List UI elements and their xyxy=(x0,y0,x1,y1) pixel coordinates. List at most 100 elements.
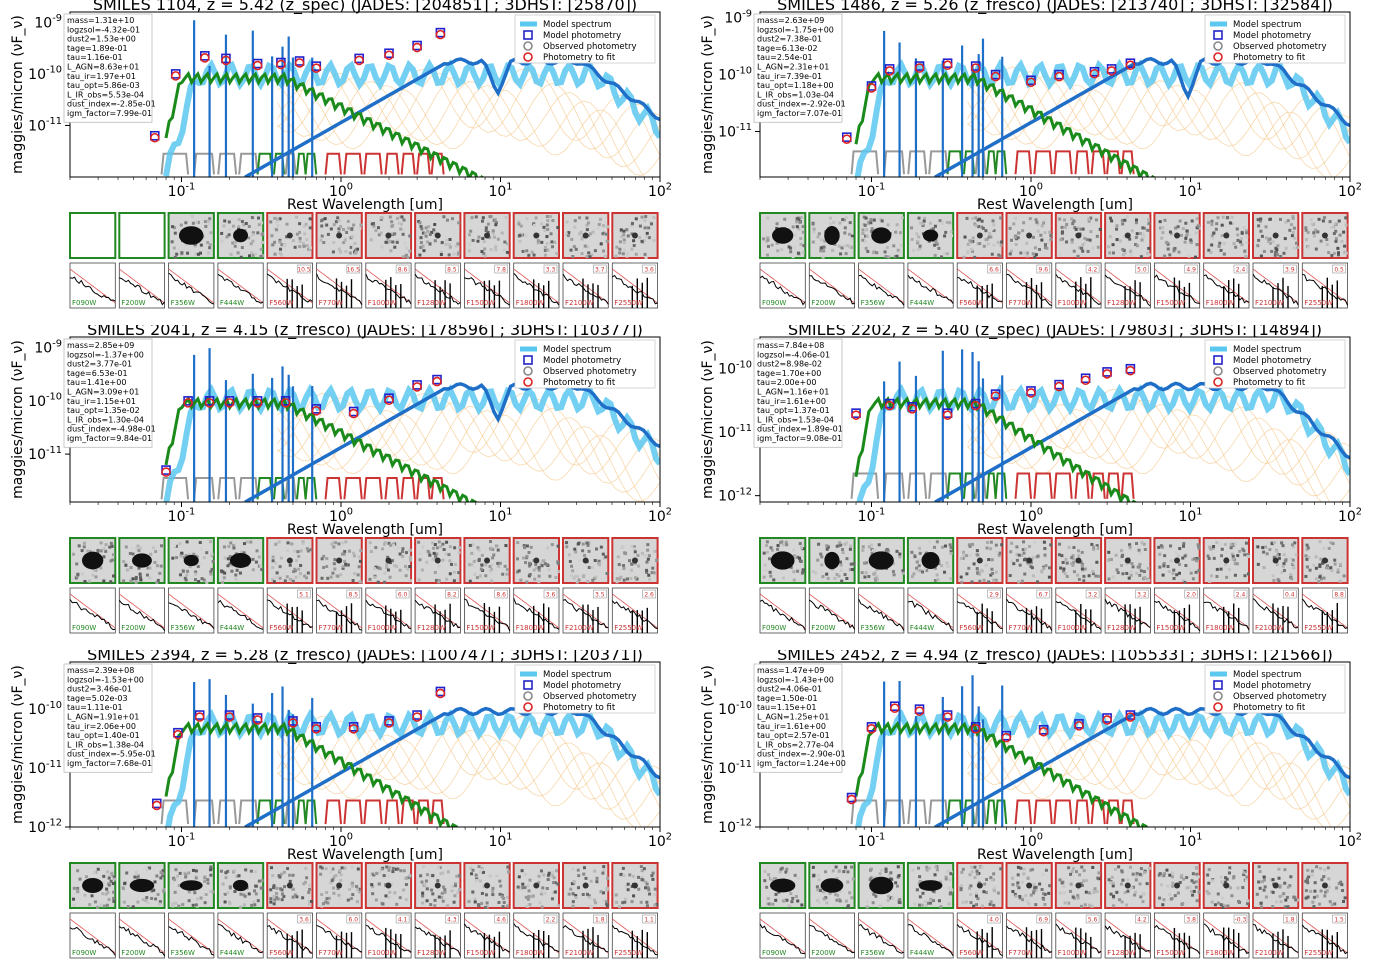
stamp-noise xyxy=(616,555,620,559)
stamp-noise xyxy=(1242,226,1246,230)
filter-label: F1500W xyxy=(1156,299,1185,307)
stamp-noise xyxy=(1032,883,1036,887)
parameter-text: tau=2.54e-01 xyxy=(757,53,813,62)
stamp-noise xyxy=(799,237,803,241)
stamp-noise xyxy=(305,238,309,242)
stamp-noise xyxy=(976,242,980,246)
stamp-noise xyxy=(196,252,200,256)
stamp-noise xyxy=(543,228,547,232)
stamp-noise xyxy=(935,868,939,872)
stamp-noise xyxy=(527,561,531,565)
parameter-text: mass=2.39e+08 xyxy=(67,666,134,675)
stamp-noise xyxy=(253,903,257,907)
stamp-noise xyxy=(257,879,261,883)
dust-model-curve xyxy=(277,739,642,827)
stamp-noise xyxy=(539,869,543,873)
stamp-noise xyxy=(815,885,819,889)
x-tick-label: 101 xyxy=(488,832,512,850)
stamp-noise xyxy=(76,887,80,891)
stamp-noise xyxy=(1315,894,1319,898)
stamp-noise xyxy=(1312,895,1316,899)
stamp-noise xyxy=(1335,886,1339,890)
stamp-noise xyxy=(1129,573,1133,577)
stamp-noise xyxy=(389,882,393,886)
stamp-noise xyxy=(985,546,989,550)
stamp-noise xyxy=(398,568,402,572)
stamp-noise xyxy=(418,552,422,556)
stamp-noise xyxy=(1069,872,1073,876)
stamp-noise xyxy=(1095,234,1099,238)
stamp-noise xyxy=(303,574,307,578)
stamp-noise xyxy=(1295,898,1299,902)
photometry-to-fit-marker xyxy=(1102,715,1112,725)
stamp-noise xyxy=(1256,244,1260,248)
stamp-noise xyxy=(1130,229,1134,233)
snr-value: 0.4 xyxy=(1285,592,1295,599)
stamp-noise xyxy=(1243,249,1247,253)
stamp-noise xyxy=(789,565,793,569)
stamp-noise xyxy=(651,566,655,570)
stamp-noise xyxy=(1207,868,1211,872)
stamp-noise xyxy=(441,899,445,903)
image-stamp-F356W xyxy=(167,212,215,259)
parameter-text: logzsol=-4.06e-01 xyxy=(757,350,830,359)
stamp-noise xyxy=(1234,245,1238,249)
stamp-noise xyxy=(474,873,478,877)
image-stamp-F090W xyxy=(759,537,807,584)
stamp-noise xyxy=(1195,872,1199,876)
stamp-noise xyxy=(1307,555,1311,559)
y-axis-label: maggies/micron (νF_ν) xyxy=(700,340,716,499)
stamp-noise xyxy=(543,248,547,252)
stamp-noise xyxy=(281,892,285,896)
stamp-noise xyxy=(543,253,547,257)
stamp-noise xyxy=(1042,897,1046,901)
stamp-noise xyxy=(1286,885,1290,889)
stamp-noise xyxy=(383,571,387,575)
stamp-noise xyxy=(586,544,590,548)
sed-mini-data xyxy=(907,274,954,305)
stamp-noise xyxy=(339,873,343,877)
snr-box xyxy=(1085,914,1100,924)
snr-value: 4.2 xyxy=(1137,917,1147,924)
stamp-noise xyxy=(202,578,206,582)
stamp-noise xyxy=(1317,217,1321,221)
stamp-noise xyxy=(784,870,788,874)
stamp-noise xyxy=(1195,217,1199,221)
stamp-noise xyxy=(796,569,800,573)
filter-label: F090W xyxy=(762,299,786,307)
y-tick-label: 10-11 xyxy=(28,445,62,463)
stamp-noise xyxy=(384,894,388,898)
y-axis-label: maggies/micron (νF_ν) xyxy=(10,340,26,499)
parameter-box-frame xyxy=(753,663,843,773)
stamp-noise xyxy=(1229,542,1233,546)
stamp-noise xyxy=(1185,876,1189,880)
stamp-noise xyxy=(254,884,258,888)
image-stamp-F356W xyxy=(167,862,215,909)
stamp-noise xyxy=(1119,549,1123,553)
stamp-noise xyxy=(80,572,84,576)
stamp-noise xyxy=(1280,541,1284,545)
x-tick-label: 102 xyxy=(648,182,672,200)
stamp-noise xyxy=(1080,246,1084,250)
stamp-noise xyxy=(869,218,873,222)
sed-mini-data xyxy=(562,925,609,953)
stamp-noise xyxy=(605,904,609,908)
stamp-noise xyxy=(229,541,233,545)
stamp-noise xyxy=(811,222,815,226)
stamp-noise xyxy=(305,244,309,248)
stamp-noise xyxy=(1228,866,1232,870)
stamp-noise xyxy=(994,543,998,547)
stamp-noise xyxy=(634,217,638,221)
stamp-noise xyxy=(371,885,375,889)
stamp-noise xyxy=(1196,543,1200,547)
stamp-noise xyxy=(996,240,1000,244)
stamp-noise xyxy=(1018,563,1022,567)
stamp-noise xyxy=(653,893,657,897)
stamp-noise xyxy=(581,542,585,546)
stamp-noise xyxy=(642,238,646,242)
stamp-noise xyxy=(587,541,591,545)
sed-panel-1: SMILES 1104, z = 5.42 (z_spec) (JADES: [… xyxy=(10,0,672,309)
stamp-noise xyxy=(1193,255,1197,259)
stamp-noise xyxy=(591,230,595,234)
